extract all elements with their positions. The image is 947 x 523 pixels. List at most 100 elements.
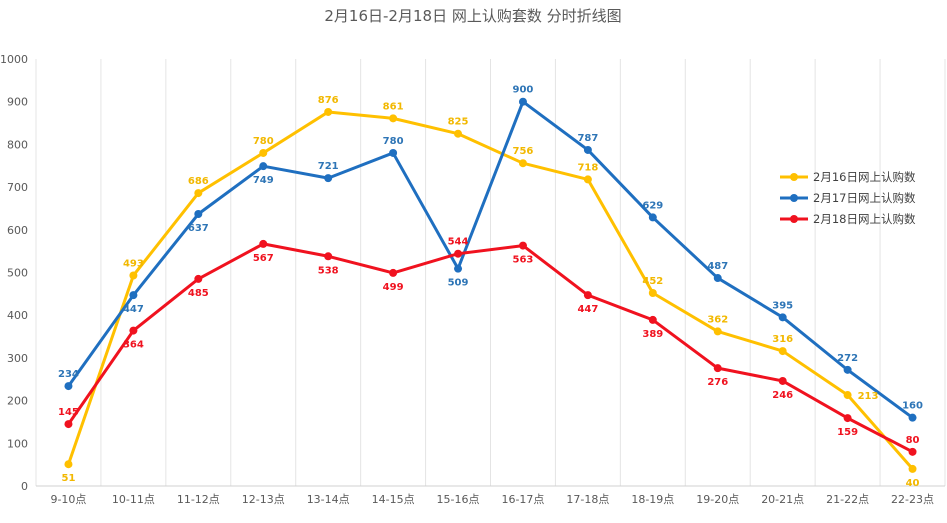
data-point xyxy=(454,249,463,258)
data-label: 780 xyxy=(383,136,404,147)
data-point xyxy=(389,114,398,123)
x-tick-label: 11-12点 xyxy=(177,493,220,506)
series-3 xyxy=(64,239,917,456)
data-label: 718 xyxy=(577,162,598,173)
data-point xyxy=(454,129,463,138)
data-point xyxy=(518,159,527,168)
legend-item: 2月18日网上认购数 xyxy=(780,212,916,226)
data-label: 160 xyxy=(902,401,923,412)
data-label: 40 xyxy=(906,478,920,489)
x-tick-label: 16-17点 xyxy=(501,493,544,506)
y-tick-label: 200 xyxy=(7,395,28,408)
series-1 xyxy=(64,107,917,473)
y-tick-label: 0 xyxy=(21,480,28,493)
data-point xyxy=(324,107,333,116)
series-2 xyxy=(64,97,917,422)
data-point xyxy=(259,239,268,248)
x-tick-label: 15-16点 xyxy=(437,493,480,506)
y-tick-label: 600 xyxy=(7,224,28,237)
x-tick-label: 12-13点 xyxy=(242,493,285,506)
data-label: 780 xyxy=(253,136,274,147)
x-tick-label: 14-15点 xyxy=(372,493,415,506)
x-tick-label: 19-20点 xyxy=(696,493,739,506)
data-point xyxy=(518,241,527,250)
data-point xyxy=(389,148,398,157)
data-label: 787 xyxy=(577,133,598,144)
legend-item: 2月17日网上认购数 xyxy=(780,191,916,205)
data-label: 447 xyxy=(123,304,144,315)
data-point xyxy=(129,291,138,300)
data-point xyxy=(583,145,592,154)
x-tick-label: 22-23点 xyxy=(891,493,934,506)
data-point xyxy=(583,175,592,184)
x-tick-label: 17-18点 xyxy=(566,493,609,506)
data-point xyxy=(648,288,657,297)
data-label: 563 xyxy=(513,255,534,266)
data-point xyxy=(908,464,917,473)
series-layer xyxy=(64,97,917,473)
data-point xyxy=(843,365,852,374)
series-line xyxy=(66,242,915,454)
y-tick-label: 100 xyxy=(7,437,28,450)
data-label: 364 xyxy=(123,340,144,351)
data-point xyxy=(64,420,73,429)
x-tick-label: 10-11点 xyxy=(112,493,155,506)
data-point xyxy=(259,148,268,157)
data-label: 395 xyxy=(772,300,793,311)
data-label: 362 xyxy=(707,314,728,325)
legend-label: 2月16日网上认购数 xyxy=(813,170,916,184)
data-label: 389 xyxy=(642,329,663,340)
data-label: 544 xyxy=(448,237,469,248)
axis-layer: 0 100 200 300 400 500 600 700 800 900 1000 9-10点 10-… xyxy=(0,53,945,506)
data-label: 756 xyxy=(513,146,534,157)
data-point xyxy=(454,264,463,273)
data-point xyxy=(129,271,138,280)
x-tick-label: 9-10点 xyxy=(50,493,86,506)
data-point xyxy=(64,382,73,391)
data-point xyxy=(908,413,917,422)
data-label: 876 xyxy=(318,95,339,106)
data-point xyxy=(324,252,333,261)
data-point xyxy=(778,313,787,322)
y-tick-label: 500 xyxy=(7,267,28,280)
data-point xyxy=(843,391,852,400)
data-label: 246 xyxy=(772,390,793,401)
data-label: 272 xyxy=(837,353,858,364)
data-label: 80 xyxy=(906,435,920,446)
data-point xyxy=(324,174,333,183)
data-point xyxy=(713,274,722,283)
y-tick-label: 1000 xyxy=(0,53,28,66)
data-label: 276 xyxy=(707,377,728,388)
data-point xyxy=(194,274,203,283)
chart-title: 2月16日-2月18日 网上认购套数 分时折线图 xyxy=(324,7,621,25)
y-tick-label: 300 xyxy=(7,352,28,365)
data-label: 493 xyxy=(123,258,144,269)
data-label: 721 xyxy=(318,161,339,172)
data-point xyxy=(583,291,592,300)
data-label: 900 xyxy=(513,85,534,96)
data-point xyxy=(908,447,917,456)
data-label: 686 xyxy=(188,176,209,187)
x-tick-label: 18-19点 xyxy=(631,493,674,506)
series-line xyxy=(66,110,915,471)
y-tick-label: 800 xyxy=(7,138,28,151)
legend: 2月16日网上认购数 2月17日网上认购数 2月18日网上认购数 xyxy=(780,170,916,226)
data-point xyxy=(648,213,657,222)
data-label: 749 xyxy=(253,175,274,186)
data-label: 234 xyxy=(58,369,79,380)
data-label: 452 xyxy=(642,276,663,287)
legend-item: 2月16日网上认购数 xyxy=(780,170,916,184)
y-tick-label: 900 xyxy=(7,96,28,109)
legend-marker xyxy=(790,173,798,181)
data-label: 485 xyxy=(188,288,209,299)
data-label: 159 xyxy=(837,427,858,438)
data-point xyxy=(259,162,268,171)
x-tick-label: 21-22点 xyxy=(826,493,869,506)
x-tick-label: 13-14点 xyxy=(307,493,350,506)
data-label: 825 xyxy=(448,117,469,128)
data-label: 213 xyxy=(858,391,879,402)
data-label: 51 xyxy=(62,473,76,484)
data-label: 861 xyxy=(383,101,404,112)
data-point xyxy=(713,327,722,336)
